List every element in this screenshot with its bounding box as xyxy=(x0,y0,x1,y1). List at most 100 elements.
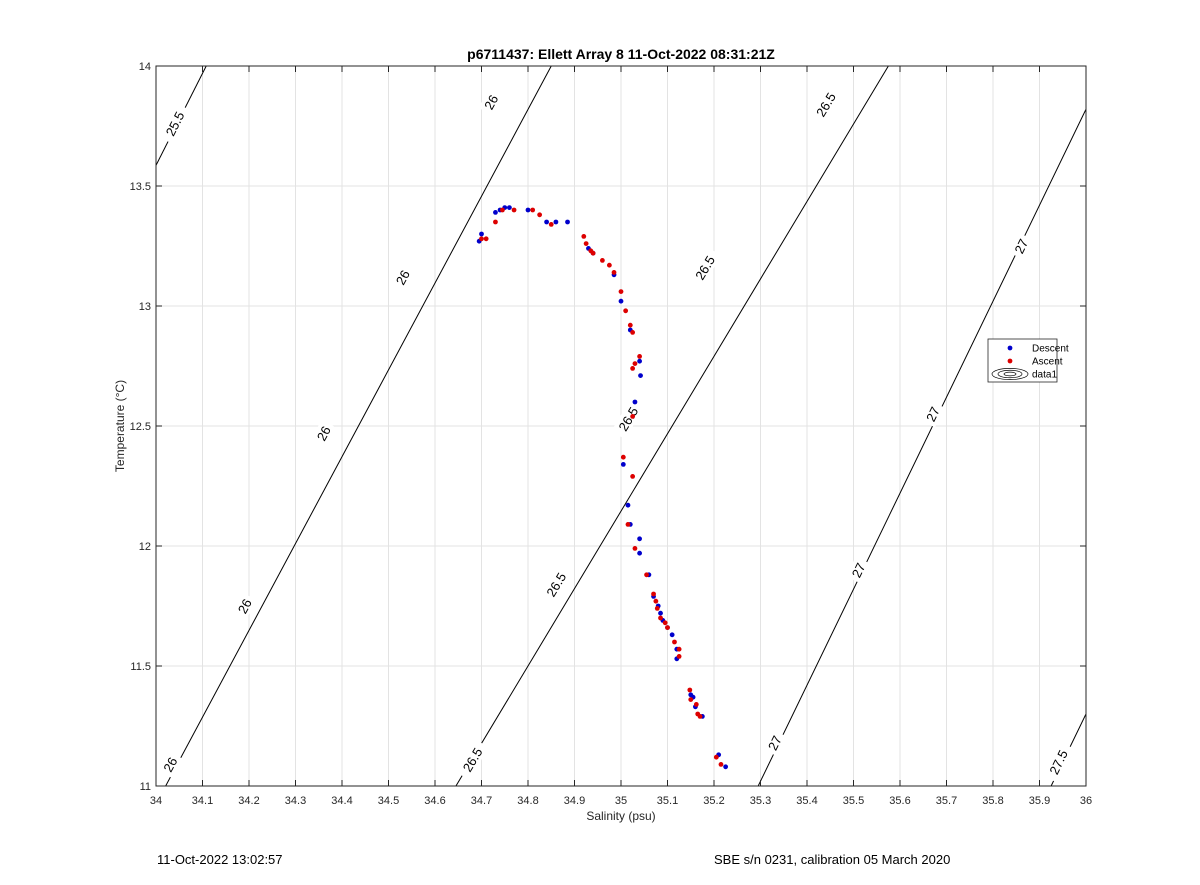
x-tick-label: 35 xyxy=(615,795,627,807)
data-point-ascent xyxy=(623,308,629,314)
data-point-ascent xyxy=(676,654,682,659)
data-point-descent xyxy=(638,373,643,378)
x-tick-label: 35.9 xyxy=(1029,795,1050,807)
data-point-ascent xyxy=(625,522,631,527)
y-tick-label: 13 xyxy=(139,301,151,313)
x-tick-label: 34.6 xyxy=(424,795,445,807)
x-axis-label: Salinity (psu) xyxy=(586,809,655,823)
legend-marker-descent xyxy=(1007,345,1013,351)
legend-marker-ascent xyxy=(1007,358,1013,364)
y-tick-label: 13.5 xyxy=(130,181,151,193)
data-point-descent xyxy=(620,462,626,467)
x-tick-label: 34.8 xyxy=(517,795,538,807)
data-point-descent xyxy=(493,210,498,215)
data-point-ascent xyxy=(600,258,605,263)
data-point-descent xyxy=(669,632,675,638)
y-tick-label: 11 xyxy=(140,781,151,793)
data-point-descent xyxy=(625,502,631,508)
contour-label-bg xyxy=(808,83,843,125)
legend-label: Ascent xyxy=(1032,357,1063,368)
contour-label-bg xyxy=(390,263,415,291)
data-point-descent xyxy=(637,550,642,556)
contour-label-bg xyxy=(311,419,336,447)
contour-label: 27 xyxy=(1011,236,1031,256)
contour-label-bg xyxy=(1042,741,1074,783)
data-point-ascent xyxy=(687,687,693,693)
data-point-ascent xyxy=(606,262,612,268)
data-point-ascent xyxy=(618,289,624,294)
data-point-ascent xyxy=(672,639,677,645)
x-tick-label: 34.4 xyxy=(331,795,352,807)
data-point-ascent xyxy=(644,572,649,578)
data-point-descent xyxy=(553,219,559,225)
contour-label: 26 xyxy=(160,755,180,775)
data-point-descent xyxy=(479,231,484,237)
contour-label-bg xyxy=(158,103,191,145)
data-point-descent xyxy=(658,610,663,616)
contour-line xyxy=(757,108,1086,786)
data-point-ascent xyxy=(697,714,703,719)
data-point-ascent xyxy=(581,234,587,239)
data-point-ascent xyxy=(676,646,682,652)
x-tick-label: 34 xyxy=(150,795,162,807)
data-point-ascent xyxy=(637,354,642,359)
contour-label-bg xyxy=(232,592,257,620)
contour-label-bg xyxy=(611,398,645,440)
x-tick-label: 34.5 xyxy=(378,795,399,807)
legend-contour-icon xyxy=(1003,371,1017,377)
y-axis-label: Temperature (°C) xyxy=(113,380,127,472)
data-point-ascent xyxy=(630,414,636,419)
x-tick-label: 35.8 xyxy=(982,795,1003,807)
contour-label: 26 xyxy=(235,596,255,616)
contour-line xyxy=(165,66,552,786)
x-tick-label: 35.7 xyxy=(936,795,957,807)
x-tick-label: 35.5 xyxy=(843,795,864,807)
contour-label: 26 xyxy=(481,92,501,112)
contour-label-bg xyxy=(157,750,183,778)
data-point-ascent xyxy=(688,697,694,702)
contour-label-bg xyxy=(846,556,871,584)
y-tick-label: 12 xyxy=(139,541,151,553)
x-tick-label: 34.9 xyxy=(564,795,585,807)
legend-label: Descent xyxy=(1032,344,1069,355)
data-point-ascent xyxy=(493,219,498,225)
data-point-descent xyxy=(637,536,642,542)
data-point-ascent xyxy=(530,207,536,213)
x-tick-label: 34.2 xyxy=(238,795,259,807)
data-point-ascent xyxy=(654,606,660,611)
data-point-ascent xyxy=(590,250,596,256)
contour-label-bg xyxy=(688,247,722,289)
data-point-descent xyxy=(565,219,570,225)
x-tick-label: 35.3 xyxy=(750,795,771,807)
contour-line xyxy=(455,66,889,786)
data-point-ascent xyxy=(479,236,484,242)
data-point-ascent xyxy=(620,454,626,460)
x-tick-label: 34.1 xyxy=(192,795,213,807)
data-point-descent xyxy=(723,764,729,770)
data-point-ascent xyxy=(627,322,633,328)
data-point-ascent xyxy=(693,702,699,707)
legend-contour-icon xyxy=(991,368,1029,380)
contour-label-bg xyxy=(539,563,573,605)
contour-label-bg xyxy=(478,88,504,116)
data-point-ascent xyxy=(665,625,670,630)
contour-label: 26 xyxy=(393,268,413,288)
data-point-descent xyxy=(525,207,531,213)
series-ascent xyxy=(479,207,724,767)
x-tick-label: 35.1 xyxy=(657,795,678,807)
x-tick-label: 34.7 xyxy=(471,795,492,807)
data-point-ascent xyxy=(630,330,636,335)
data-point-ascent xyxy=(511,207,517,213)
legend: Descent Ascent data1 xyxy=(987,338,1069,383)
data-point-ascent xyxy=(632,361,638,366)
data-point-ascent xyxy=(632,546,638,551)
ticks: 34 34.1 34.2 34.3 34.4 34.5 34.6 34.7 34.8 34.9 35… xyxy=(130,61,1093,807)
data-point-descent xyxy=(618,298,624,304)
data-point-ascent xyxy=(653,598,659,604)
data-point-ascent xyxy=(713,754,719,760)
contour-label: 26 xyxy=(314,424,334,444)
data-point-ascent xyxy=(630,474,636,479)
contour-label: 27 xyxy=(765,733,785,753)
footer-sensor-info: SBE s/n 0231, calibration 05 March 2020 xyxy=(714,852,951,867)
